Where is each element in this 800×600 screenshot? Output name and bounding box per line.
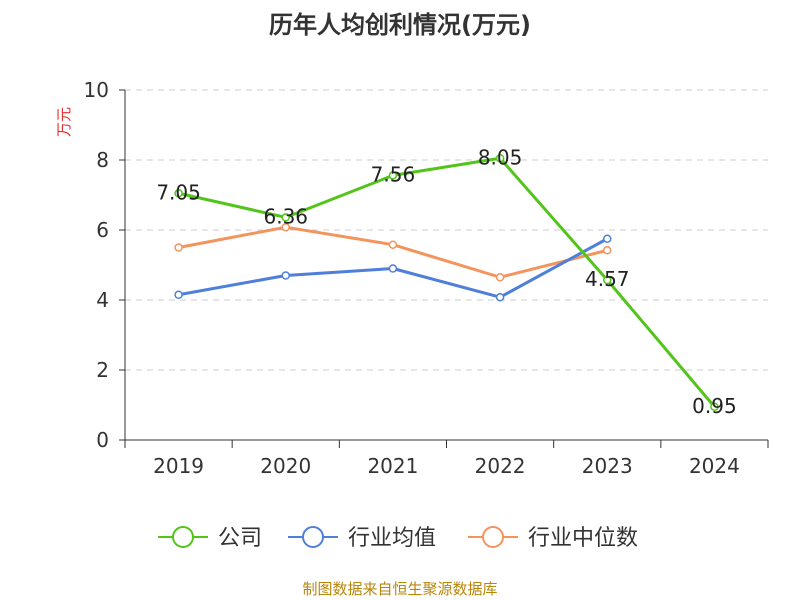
x-tick-label: 2021 (367, 454, 418, 478)
x-tick-label: 2023 (582, 454, 633, 478)
y-tick-label: 8 (96, 148, 109, 172)
data-point (495, 154, 505, 163)
series-line (178, 156, 716, 408)
y-tick-label: 4 (96, 288, 109, 312)
legend-label: 行业均值 (348, 526, 436, 551)
data-label: 4.57 (585, 267, 630, 291)
data-point (281, 213, 290, 222)
data-point (710, 402, 719, 411)
data-point (174, 290, 183, 299)
x-tick-label: 2020 (260, 454, 311, 478)
series-lines (174, 154, 719, 411)
data-point (281, 222, 290, 232)
legend-marker (172, 526, 194, 548)
data-labels: 7.05 6.36 7.56 8.05 4.57 0.95 (156, 145, 736, 418)
x-tick-label: 2024 (689, 454, 740, 478)
data-label: 0.95 (692, 394, 737, 418)
legend: 公司 行业均值 行业中位数 (158, 526, 638, 551)
data-point (281, 271, 290, 280)
x-tick-label: 2022 (475, 454, 526, 478)
y-tick-label: 0 (96, 428, 109, 452)
data-label: 7.56 (371, 162, 416, 186)
chart-title: 历年人均创利情况(万元) (269, 11, 531, 39)
legend-marker (482, 526, 504, 548)
y-tick-label: 2 (96, 358, 109, 382)
grid-lines (125, 89, 768, 371)
data-label: 8.05 (478, 145, 523, 169)
data-label: 6.36 (263, 204, 308, 228)
legend-label: 行业中位数 (528, 526, 638, 551)
x-tick-label: 2019 (153, 454, 204, 478)
data-point (603, 246, 612, 255)
source-note: 制图数据来自恒生聚源数据库 (302, 580, 498, 598)
data-point (388, 171, 398, 180)
legend-marker (302, 526, 324, 548)
data-point (603, 234, 612, 243)
data-point (174, 189, 183, 198)
data-label: 7.05 (156, 180, 201, 204)
data-point (388, 240, 398, 249)
y-tick-label: 10 (84, 78, 109, 102)
y-axis-label: 万元 (55, 107, 73, 137)
data-point (603, 275, 612, 285)
y-tick-label: 6 (96, 218, 109, 242)
data-point (495, 292, 505, 302)
data-point (495, 273, 505, 282)
axes: 0 2 4 6 8 10 2019 2020 2021 2022 2023 2024 (84, 78, 769, 478)
legend-label: 公司 (218, 526, 262, 551)
data-point (174, 243, 183, 252)
data-point (388, 264, 398, 273)
